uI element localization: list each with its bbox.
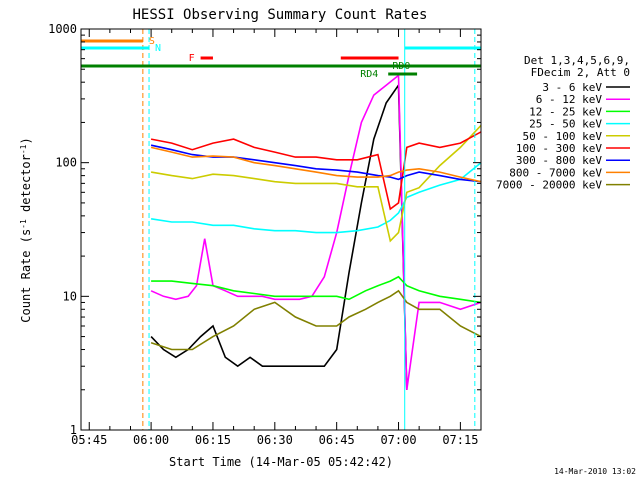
y-tick-label: 1000 bbox=[48, 22, 77, 36]
series-layer bbox=[150, 73, 481, 390]
overlay-layer: SN F RD0 RD4 bbox=[81, 29, 481, 430]
flag-label-rd0: RD0 bbox=[392, 61, 410, 72]
legend-label: 7000 - 20000 keV bbox=[496, 179, 602, 192]
x-tick-label: 07:00 bbox=[380, 433, 416, 447]
chart-title: HESSI Observing Summary Count Rates bbox=[132, 7, 427, 23]
legend-label: 6 - 12 keV bbox=[536, 93, 603, 106]
plot-frame bbox=[80, 28, 482, 431]
series-line-7000-20000-kev bbox=[150, 289, 481, 351]
x-tick-label: 06:30 bbox=[257, 433, 293, 447]
legend-label: 800 - 7000 keV bbox=[509, 166, 602, 179]
x-tick-label: 06:45 bbox=[319, 433, 355, 447]
legend-label: 50 - 100 keV bbox=[523, 130, 603, 143]
series-line-50-100-kev bbox=[150, 124, 481, 243]
series-line-300-800-kev bbox=[150, 144, 481, 183]
legend-label: 100 - 300 keV bbox=[516, 142, 602, 155]
legend-label: 3 - 6 keV bbox=[542, 81, 602, 94]
y-axis: 1 10 100 1000 bbox=[48, 22, 481, 437]
x-axis: 05:45 06:00 06:15 06:30 06:45 07:00 07:15 bbox=[71, 29, 482, 447]
y-tick-label: 1 bbox=[70, 423, 77, 437]
flag-label-s: S bbox=[149, 36, 155, 47]
flag-label-n: N bbox=[155, 43, 161, 54]
x-tick-label: 06:00 bbox=[133, 433, 169, 447]
series-line-3-6-kev bbox=[150, 82, 408, 390]
x-tick-label: 07:15 bbox=[442, 433, 478, 447]
legend-label: 25 - 50 keV bbox=[529, 118, 602, 131]
legend-header-detectors: Det 1,3,4,5,6,9, bbox=[524, 54, 630, 67]
timestamp: 14-Mar-2010 13:02 bbox=[554, 467, 636, 476]
series-line-800-7000-kev bbox=[150, 146, 481, 183]
y-axis-label: Count Rate (s-1 detector-1) bbox=[19, 137, 34, 322]
y-tick-label: 10 bbox=[63, 289, 77, 303]
x-tick-label: 05:45 bbox=[71, 433, 107, 447]
x-tick-label: 06:15 bbox=[195, 433, 231, 447]
series-line-100-300-kev bbox=[150, 131, 481, 211]
flag-label-rd4: RD4 bbox=[360, 69, 378, 80]
legend-header-decim: FDecim 2, Att 0 bbox=[531, 66, 630, 79]
y-tick-label: 100 bbox=[55, 156, 77, 170]
series-group bbox=[150, 73, 481, 390]
x-axis-label: Start Time (14-Mar-05 05:42:42) bbox=[169, 455, 393, 469]
series-line-12-25-kev bbox=[151, 275, 481, 304]
flag-label-f: F bbox=[189, 53, 195, 64]
legend: Det 1,3,4,5,6,9, FDecim 2, Att 0 3 - 6 k… bbox=[496, 54, 630, 192]
series-line-25-50-kev bbox=[150, 162, 481, 234]
legend-label: 12 - 25 keV bbox=[529, 105, 602, 118]
series-line-6-12-kev bbox=[150, 73, 481, 390]
legend-label: 300 - 800 keV bbox=[516, 154, 602, 167]
